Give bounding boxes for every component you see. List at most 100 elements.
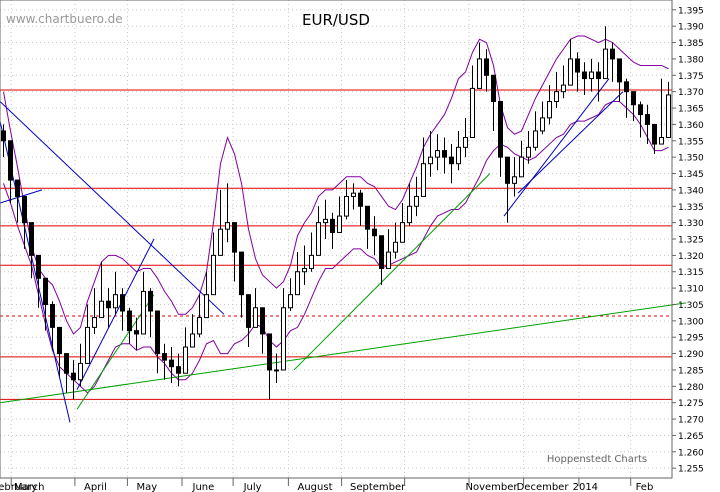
trend-line bbox=[503, 78, 610, 217]
trend-line bbox=[76, 238, 155, 390]
candle-body bbox=[652, 123, 657, 145]
candle-body bbox=[540, 117, 545, 132]
candle-body bbox=[393, 241, 398, 253]
candle-body bbox=[85, 326, 90, 364]
candle-body bbox=[491, 74, 496, 102]
candle-body bbox=[624, 81, 629, 93]
candle-body bbox=[610, 48, 615, 60]
y-tick-label: 1.310 bbox=[678, 285, 704, 295]
candle-body bbox=[302, 267, 307, 273]
trend-line bbox=[517, 91, 624, 194]
candle-body bbox=[267, 333, 272, 371]
candle-body bbox=[512, 176, 517, 184]
candle-body bbox=[365, 205, 370, 230]
y-tick-label: 1.360 bbox=[678, 121, 704, 131]
y-tick-label: 1.370 bbox=[678, 88, 704, 98]
candle-body bbox=[372, 228, 377, 237]
candle-body bbox=[22, 195, 27, 224]
candle-body bbox=[288, 294, 293, 309]
candle-body bbox=[526, 146, 531, 158]
x-tick-label: November bbox=[466, 482, 519, 492]
candle-body bbox=[218, 228, 223, 256]
y-tick-label: 1.390 bbox=[678, 23, 704, 33]
candle-body bbox=[162, 353, 167, 361]
candle-body bbox=[603, 48, 608, 80]
candle-body bbox=[190, 333, 195, 348]
candle-body bbox=[582, 71, 587, 80]
candle-body bbox=[127, 310, 132, 332]
candle-body bbox=[414, 195, 419, 207]
candle-body bbox=[50, 303, 55, 328]
candle-body bbox=[589, 71, 594, 80]
candle-body bbox=[337, 215, 342, 233]
candle-body bbox=[295, 271, 300, 296]
candle-body bbox=[456, 146, 461, 165]
source-credit: Hoppenstedt Charts bbox=[547, 454, 647, 465]
candle-body bbox=[470, 87, 475, 139]
y-tick-label: 1.260 bbox=[678, 448, 704, 458]
candle-body bbox=[1, 130, 6, 142]
x-tick-label: March bbox=[14, 482, 44, 492]
y-tick-label: 1.365 bbox=[678, 105, 704, 115]
candle-body bbox=[64, 353, 69, 374]
candle-body bbox=[428, 156, 433, 165]
candle-body bbox=[274, 369, 279, 372]
candlesticks bbox=[1, 26, 671, 400]
candle-body bbox=[666, 94, 671, 139]
candle-body bbox=[148, 290, 153, 312]
watermark: www.chartbuero.de bbox=[6, 12, 123, 26]
candle-body bbox=[183, 346, 188, 374]
x-tick-label: December bbox=[517, 482, 570, 492]
grid-layer bbox=[0, 0, 672, 478]
trend-line bbox=[0, 101, 225, 315]
candle-body bbox=[92, 317, 97, 328]
x-tick-label: 2014 bbox=[573, 482, 598, 492]
candle-body bbox=[78, 362, 83, 381]
y-tick-label: 1.345 bbox=[678, 170, 704, 180]
candle-body bbox=[638, 104, 643, 116]
y-tick-label: 1.355 bbox=[678, 137, 704, 147]
candle-body bbox=[645, 114, 650, 125]
candle-body bbox=[43, 277, 48, 305]
candle-body bbox=[344, 195, 349, 217]
y-tick-label: 1.265 bbox=[678, 432, 704, 442]
candle-body bbox=[463, 137, 468, 148]
candle-body bbox=[239, 251, 244, 296]
candle-body bbox=[554, 91, 559, 102]
candle-body bbox=[330, 218, 335, 233]
y-tick-label: 1.395 bbox=[678, 6, 704, 16]
candle-body bbox=[498, 100, 503, 158]
x-tick-label: April bbox=[84, 482, 107, 492]
candle-body bbox=[29, 222, 34, 256]
candle-body bbox=[407, 205, 412, 224]
candle-body bbox=[358, 192, 363, 207]
candle-body bbox=[211, 254, 216, 296]
y-tick-label: 1.335 bbox=[678, 203, 704, 213]
candle-body bbox=[568, 58, 573, 86]
x-tick-label: Feb bbox=[636, 482, 654, 492]
candle-body bbox=[617, 58, 622, 83]
candle-body bbox=[575, 58, 580, 73]
x-tick-label: July bbox=[243, 482, 262, 492]
candle-body bbox=[484, 58, 489, 76]
candle-body bbox=[316, 222, 321, 256]
candle-body bbox=[323, 218, 328, 224]
candle-body bbox=[134, 330, 139, 335]
candle-body bbox=[631, 91, 636, 106]
trend-line bbox=[293, 173, 491, 371]
candle-body bbox=[533, 130, 538, 148]
trend-line bbox=[0, 302, 687, 404]
candle-body bbox=[169, 359, 174, 368]
candle-body bbox=[659, 137, 664, 145]
candle-body bbox=[204, 294, 209, 319]
candle-body bbox=[435, 150, 440, 158]
y-tick-label: 1.320 bbox=[678, 252, 704, 262]
candle-body bbox=[8, 140, 13, 181]
candle-body bbox=[309, 254, 314, 269]
candle-body bbox=[379, 235, 384, 269]
candle-body bbox=[197, 317, 202, 335]
x-tick-label: June bbox=[192, 482, 215, 492]
y-tick-label: 1.315 bbox=[678, 268, 704, 278]
candle-body bbox=[120, 294, 125, 312]
